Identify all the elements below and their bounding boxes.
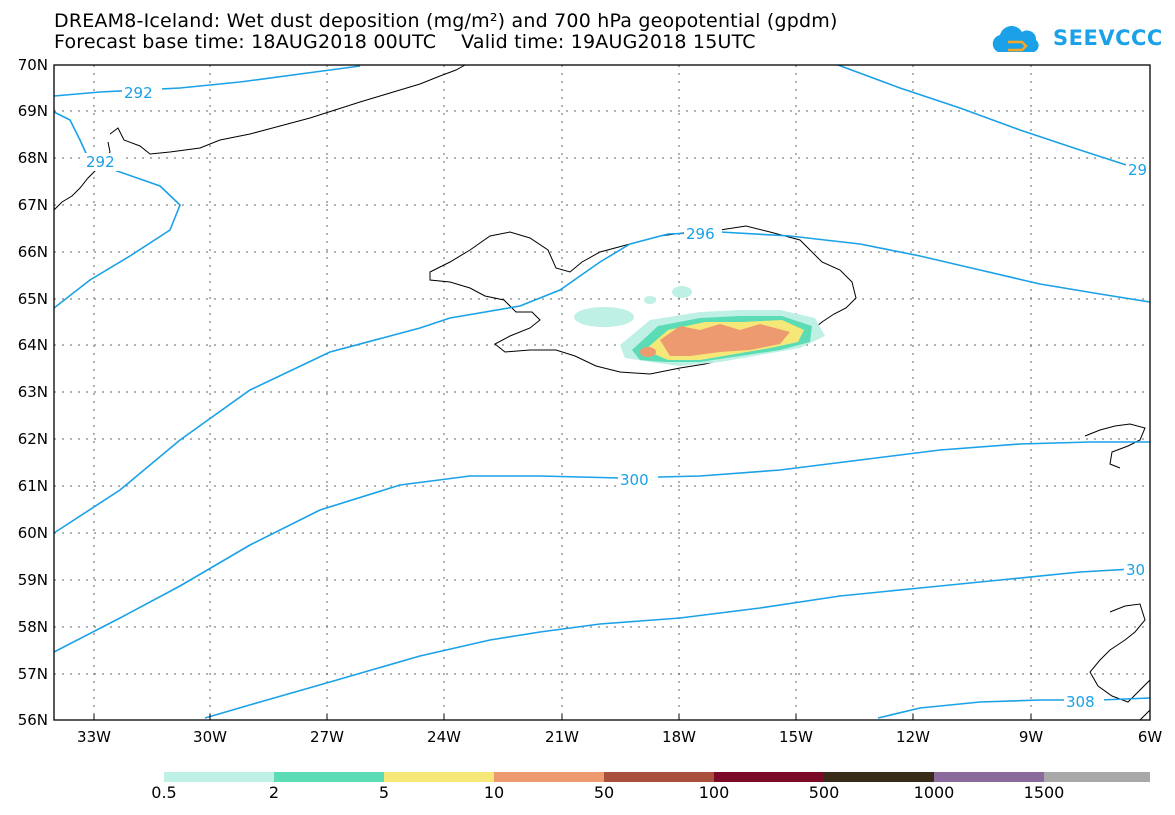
lon-label-24w: 24W bbox=[427, 728, 461, 746]
lat-label-67n: 67N bbox=[18, 196, 48, 214]
lat-label-61n: 61N bbox=[18, 477, 48, 495]
lat-label-66n: 66N bbox=[18, 243, 48, 261]
lon-label-30w: 30W bbox=[193, 728, 227, 746]
colorbar-segment-3 bbox=[384, 772, 494, 782]
cloud-logo-icon bbox=[992, 26, 1039, 52]
contour-label-308: 308 bbox=[1066, 693, 1095, 711]
colorbar-label-50: 50 bbox=[593, 783, 615, 802]
lat-label-63n: 63N bbox=[18, 383, 48, 401]
colorbar-segment-5 bbox=[604, 772, 714, 782]
lon-label-33w: 33W bbox=[77, 728, 111, 746]
colorbar-segment-2 bbox=[274, 772, 384, 782]
lat-label-57n: 57N bbox=[18, 665, 48, 683]
lat-label-68n: 68N bbox=[18, 149, 48, 167]
lon-label-21w: 21W bbox=[545, 728, 579, 746]
scotland-coastline bbox=[1089, 603, 1151, 721]
lat-label-56n: 56N bbox=[18, 711, 48, 729]
colorbar-segment-4 bbox=[494, 772, 604, 782]
contour-label-292-b: 292 bbox=[86, 153, 115, 171]
axis-ticks bbox=[93, 714, 1032, 720]
lat-label-59n: 59N bbox=[18, 571, 48, 589]
lat-label-60n: 60N bbox=[18, 524, 48, 542]
lat-label-64n: 64N bbox=[18, 336, 48, 354]
colorbar-segment-8 bbox=[934, 772, 1044, 782]
map-subtitle: Forecast base time: 18AUG2018 00UTC Vali… bbox=[54, 31, 756, 53]
colorbar-segment-7 bbox=[824, 772, 934, 782]
colorbar-label-2: 2 bbox=[268, 783, 280, 802]
lon-label-27w: 27W bbox=[310, 728, 344, 746]
contour-label-30: 30 bbox=[1126, 561, 1145, 579]
contour-label-300: 300 bbox=[620, 471, 649, 489]
colorbar-segment-1 bbox=[164, 772, 274, 782]
map-title: DREAM8-Iceland: Wet dust deposition (mg/… bbox=[54, 10, 838, 32]
contour-label-296: 296 bbox=[686, 225, 715, 243]
colorbar-label-10: 10 bbox=[483, 783, 505, 802]
seevccc-logo-text: SEEVCCC bbox=[1053, 26, 1163, 50]
colorbar-segment-6 bbox=[714, 772, 824, 782]
contour-labels: 292 292 29 296 300 30 308 bbox=[84, 84, 1150, 711]
lat-label-69n: 69N bbox=[18, 102, 48, 120]
lat-label-65n: 65N bbox=[18, 290, 48, 308]
map-frame bbox=[53, 64, 1151, 721]
lon-label-15w: 15W bbox=[779, 728, 813, 746]
contour-label-292-a: 292 bbox=[124, 84, 153, 102]
contour-label-29: 29 bbox=[1128, 161, 1147, 179]
colorbar-label-1500: 1500 bbox=[1023, 783, 1065, 802]
lat-label-62n: 62N bbox=[18, 430, 48, 448]
colorbar-label-0-5: 0.5 bbox=[151, 783, 177, 802]
lat-lon-grid bbox=[54, 65, 1150, 720]
lat-label-70n: 70N bbox=[18, 56, 48, 74]
colorbar-label-100: 100 bbox=[698, 783, 730, 802]
lon-label-9w: 9W bbox=[1019, 728, 1044, 746]
dust-deposition-field bbox=[574, 286, 825, 366]
latitude-labels: 70N 69N 68N 67N 66N 65N 64N 63N 62N 61N … bbox=[18, 56, 48, 729]
colorbar-label-500: 500 bbox=[808, 783, 840, 802]
lat-label-58n: 58N bbox=[18, 618, 48, 636]
colorbar-segment-9 bbox=[1044, 772, 1150, 782]
faroe-coastline bbox=[1084, 423, 1146, 469]
geopotential-contours bbox=[53, 64, 1151, 719]
lon-label-12w: 12W bbox=[896, 728, 930, 746]
longitude-labels: 33W 30W 27W 24W 21W 18W 15W 12W 9W 6W bbox=[77, 728, 1162, 746]
greenland-coastline bbox=[53, 64, 466, 211]
colorbar-label-1000: 1000 bbox=[913, 783, 955, 802]
lon-label-6w: 6W bbox=[1138, 728, 1163, 746]
colorbar-label-5: 5 bbox=[378, 783, 390, 802]
lon-label-18w: 18W bbox=[662, 728, 696, 746]
